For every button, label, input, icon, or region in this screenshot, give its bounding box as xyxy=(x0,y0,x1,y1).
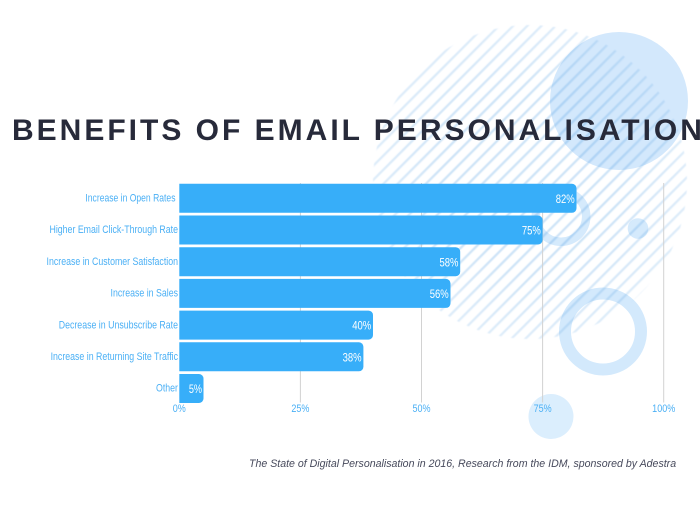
svg-text:Increase in Sales: Increase in Sales xyxy=(111,288,178,300)
svg-text:Decrease in Unsubscribe Rate: Decrease in Unsubscribe Rate xyxy=(59,319,179,331)
svg-text:40%: 40% xyxy=(352,320,371,333)
svg-text:100%: 100% xyxy=(652,403,675,415)
svg-text:82%: 82% xyxy=(556,193,575,206)
svg-text:0%: 0% xyxy=(173,403,186,415)
svg-text:25%: 25% xyxy=(291,403,309,415)
svg-text:50%: 50% xyxy=(412,403,430,415)
svg-text:Increase in Customer Satisfact: Increase in Customer Satisfaction xyxy=(47,256,178,268)
svg-text:75%: 75% xyxy=(522,225,541,238)
svg-text:Increase in Open Rates: Increase in Open Rates xyxy=(85,193,175,205)
svg-text:56%: 56% xyxy=(430,288,449,301)
svg-text:58%: 58% xyxy=(439,256,458,269)
svg-text:5%: 5% xyxy=(189,383,203,397)
svg-text:Other: Other xyxy=(156,383,179,395)
svg-text:75%: 75% xyxy=(534,403,552,415)
svg-text:Increase in Returning Site Tra: Increase in Returning Site Traffic xyxy=(51,351,178,363)
svg-text:38%: 38% xyxy=(343,351,362,364)
svg-text:Higher Email Click-Through Rat: Higher Email Click-Through Rate xyxy=(49,224,178,236)
